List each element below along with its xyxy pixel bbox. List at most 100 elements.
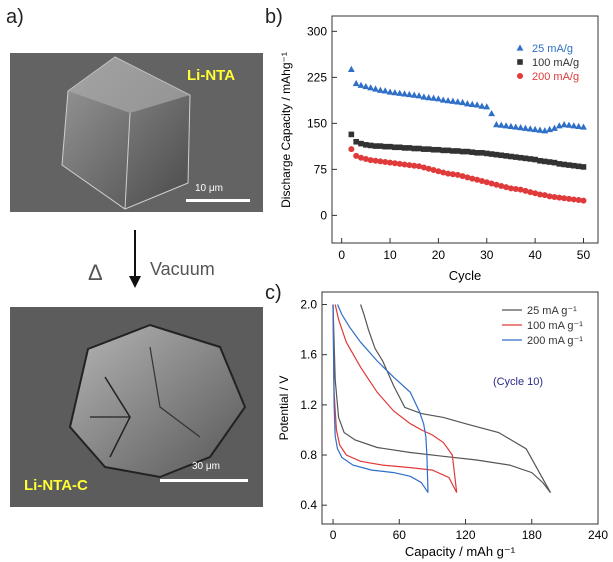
b-point	[377, 143, 384, 149]
c-curve-charge	[336, 304, 429, 493]
b-point	[473, 101, 481, 108]
panel-label-b: b)	[265, 6, 283, 28]
b-point	[503, 153, 509, 159]
b-point	[435, 95, 442, 102]
b-legend-marker	[517, 73, 523, 79]
b-point	[348, 146, 355, 153]
b-point	[381, 87, 389, 94]
b-ytick-label: 150	[307, 116, 327, 130]
b-point	[493, 120, 500, 128]
b-point	[357, 81, 365, 88]
b-point	[454, 148, 461, 154]
b-point	[555, 122, 563, 129]
crystal-shape-top	[10, 53, 263, 212]
b-point	[580, 197, 587, 204]
chart-b-frame	[331, 15, 599, 244]
b-point	[468, 100, 476, 107]
chart-b-xlabel: Cycle	[449, 268, 482, 283]
c-ytick-label: 1.2	[300, 398, 317, 412]
b-point	[522, 187, 529, 194]
b-point	[410, 91, 418, 98]
b-point	[512, 186, 519, 193]
b-point	[416, 163, 423, 170]
b-point	[454, 171, 461, 178]
b-point	[372, 85, 379, 92]
b-point	[556, 194, 563, 201]
b-point	[537, 157, 543, 164]
b-point	[532, 190, 539, 197]
chart-c-frame	[321, 291, 599, 525]
b-point	[420, 93, 428, 100]
b-point	[503, 184, 510, 191]
b-point	[386, 88, 394, 95]
b-point	[435, 146, 442, 153]
c-xtick-label: 240	[588, 528, 608, 542]
scale-bar-top	[186, 199, 250, 202]
b-point	[507, 122, 515, 130]
b-point	[401, 90, 408, 97]
b-point	[396, 89, 404, 96]
b-point	[517, 154, 524, 161]
b-point	[435, 168, 442, 175]
b-legend-label: 200 mA/g	[532, 71, 579, 83]
b-point	[464, 100, 471, 107]
b-point	[556, 161, 563, 167]
b-xtick-label: 30	[480, 248, 494, 262]
b-point	[546, 193, 553, 200]
vacuum-label: Vacuum	[150, 259, 215, 279]
b-point	[532, 156, 538, 163]
b-point	[498, 182, 505, 189]
b-point	[526, 125, 534, 132]
c-curve-discharge	[332, 304, 429, 493]
b-point	[551, 159, 558, 166]
b-point	[483, 150, 490, 157]
b-point	[372, 157, 379, 164]
b-ytick-label: 225	[307, 70, 327, 84]
b-xtick-label: 40	[528, 248, 542, 262]
b-point	[508, 153, 514, 160]
b-point	[377, 158, 384, 165]
b-point	[449, 97, 457, 104]
b-point	[551, 124, 558, 131]
sem-label-li-nta: Li-NTA	[187, 67, 236, 84]
b-point	[459, 173, 466, 180]
b-point	[459, 148, 466, 155]
discharge-capacity-chart: 0 10 20 30 40 50 0 75 150 225 300 25 mA/g 100 mA/g 2…	[279, 15, 599, 283]
b-point	[527, 189, 534, 196]
b-point	[420, 164, 427, 171]
c-xtick-label: 60	[393, 528, 407, 542]
b-point	[405, 90, 413, 98]
delta-symbol: Δ	[88, 260, 103, 285]
b-point	[416, 145, 422, 152]
b-point	[459, 98, 466, 106]
b-point	[570, 122, 578, 129]
c-xtick-label: 0	[330, 528, 337, 542]
b-point	[439, 96, 447, 103]
b-point	[391, 160, 398, 167]
c-curve-discharge	[332, 304, 458, 493]
b-point	[531, 125, 539, 133]
b-point	[376, 86, 384, 93]
b-point	[387, 159, 394, 166]
b-xtick-label: 10	[383, 248, 397, 262]
b-point	[551, 193, 558, 200]
b-point	[483, 103, 491, 110]
b-point	[382, 143, 388, 150]
b-point	[367, 157, 374, 164]
process-arrow	[129, 230, 141, 288]
scale-text-bottom: 30 μm	[192, 461, 220, 472]
b-ytick-label: 300	[307, 24, 327, 38]
b-point	[353, 138, 359, 145]
b-point	[488, 180, 495, 187]
b-point	[517, 124, 525, 131]
crystal-shape-bottom	[10, 307, 263, 507]
b-point	[474, 176, 481, 183]
b-point	[560, 120, 568, 128]
b-point	[352, 79, 360, 87]
b-point	[502, 122, 510, 129]
b-point	[367, 84, 375, 91]
b-point	[580, 164, 587, 170]
b-point	[430, 146, 437, 153]
b-point	[478, 102, 486, 109]
b-point	[372, 143, 379, 149]
